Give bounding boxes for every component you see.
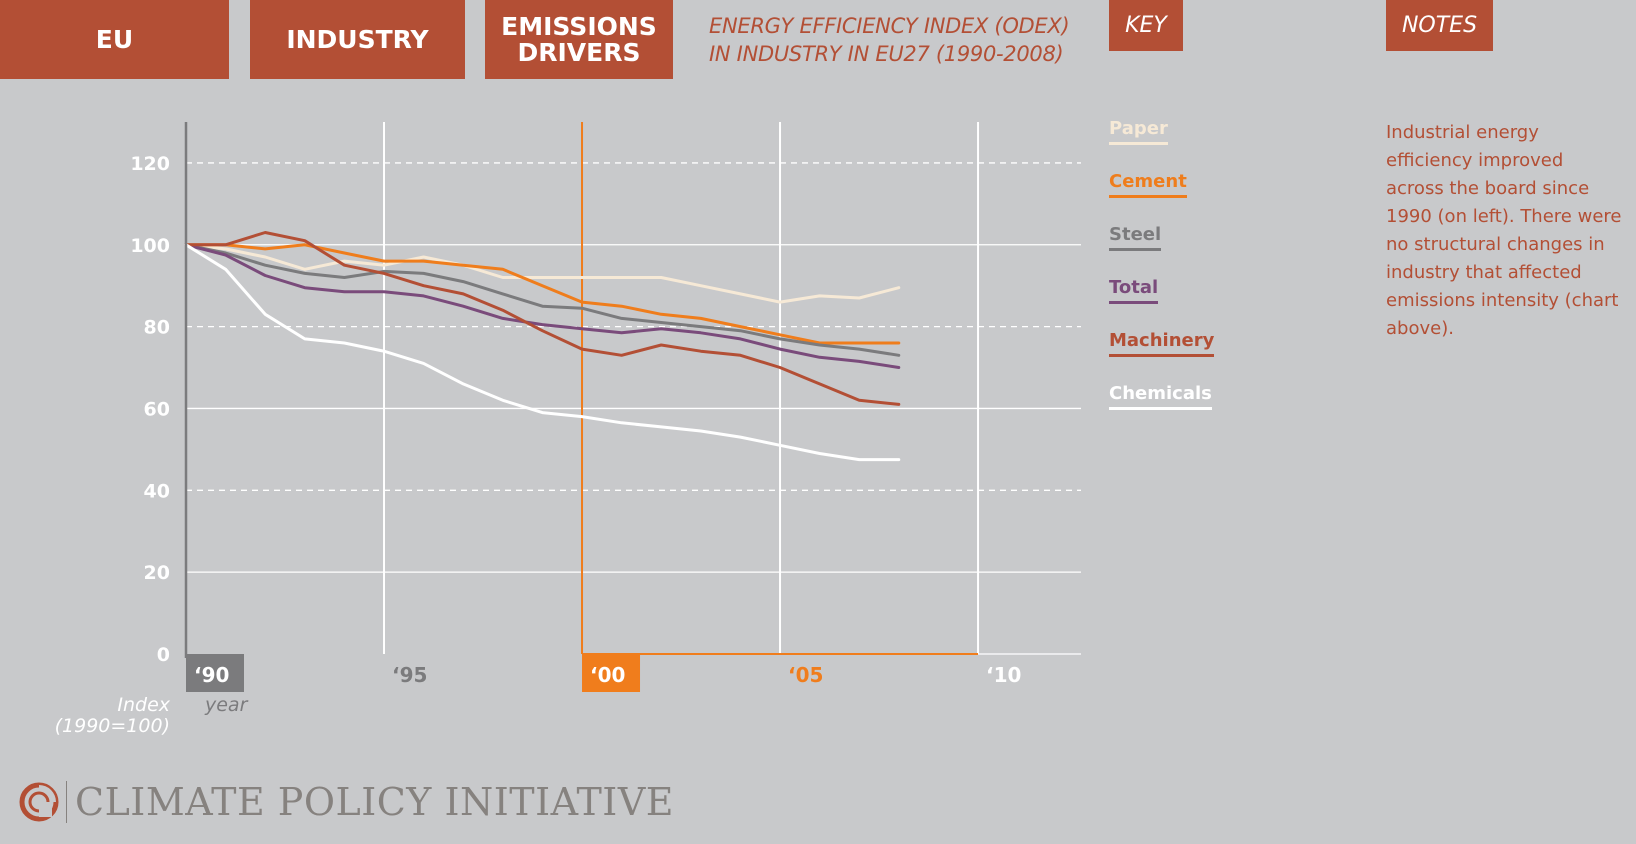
cpi-logo: CLIMATE POLICY INITIATIVE (18, 780, 674, 824)
nav-industry-label: INDUSTRY (286, 24, 429, 54)
series-line-steel (184, 243, 901, 357)
notes-header: NOTES (1386, 0, 1493, 51)
chart-title-line1: ENERGY EFFICIENCY INDEX (ODEX) (709, 14, 1070, 38)
cpi-logo-icon (19, 782, 59, 822)
x-tick-label: ‘00 (590, 663, 625, 687)
nav-eu-button[interactable]: EU (0, 0, 229, 79)
y-axis-label-line1: Index (117, 694, 170, 716)
grid-layer (186, 122, 1081, 655)
legend-item-steel[interactable]: Steel (1109, 224, 1162, 251)
x-tick-label: ‘10 (986, 663, 1021, 687)
x-tick-label: ‘05 (788, 663, 823, 687)
key-header: KEY (1109, 0, 1183, 51)
series-line-cement (184, 243, 901, 345)
key-label: KEY (1125, 13, 1167, 38)
legend-item-chemicals[interactable]: Chemicals (1109, 383, 1212, 410)
series-line-total (184, 243, 901, 369)
notes-text: Industrial energy efficiency improved ac… (1386, 122, 1622, 339)
nav-emissions-drivers-button[interactable]: EMISSIONS DRIVERS (485, 0, 673, 79)
y-tick-label: 80 (144, 317, 170, 339)
x-axis-label: year (204, 694, 249, 716)
notes-label: NOTES (1401, 13, 1478, 38)
axis-layer: 0 20 40 60 80 100 120 ‘90 ‘95 ‘00 ‘05 ‘10 (130, 122, 1021, 692)
series-layer (184, 231, 901, 462)
y-tick-label: 20 (144, 562, 170, 584)
y-tick-label: 60 (144, 398, 170, 420)
chart-title: ENERGY EFFICIENCY INDEX (ODEX) IN INDUST… (709, 12, 1079, 68)
y-tick-label: 120 (130, 153, 170, 175)
x-tick-box-highlight (582, 654, 641, 692)
x-tick-label: ‘90 (194, 663, 229, 687)
logo-separator (66, 781, 67, 823)
legend-item-cement[interactable]: Cement (1109, 171, 1187, 198)
y-tick-label: 0 (157, 644, 170, 666)
x-tick-box-first (186, 654, 244, 692)
nav-drivers-label: DRIVERS (517, 37, 641, 67)
y-tick-label: 100 (130, 235, 170, 257)
nav-emissions-label: EMISSIONS (501, 11, 657, 41)
nav-eu-label: EU (95, 24, 134, 54)
logo-text: CLIMATE POLICY INITIATIVE (75, 780, 674, 824)
chart-title-line2: IN INDUSTRY IN EU27 (1990-2008) (709, 42, 1064, 66)
legend-item-total[interactable]: Total (1109, 277, 1159, 304)
series-line-chemicals (184, 243, 901, 462)
series-line-machinery (184, 231, 901, 406)
nav-industry-button[interactable]: INDUSTRY (250, 0, 465, 79)
y-tick-label: 40 (144, 480, 170, 502)
y-axis-label-line2: (1990=100) (55, 715, 170, 737)
legend-item-paper[interactable]: Paper (1109, 118, 1168, 145)
series-line-paper (184, 243, 901, 304)
legend-item-machinery[interactable]: Machinery (1109, 330, 1215, 357)
x-tick-label: ‘95 (392, 663, 427, 687)
